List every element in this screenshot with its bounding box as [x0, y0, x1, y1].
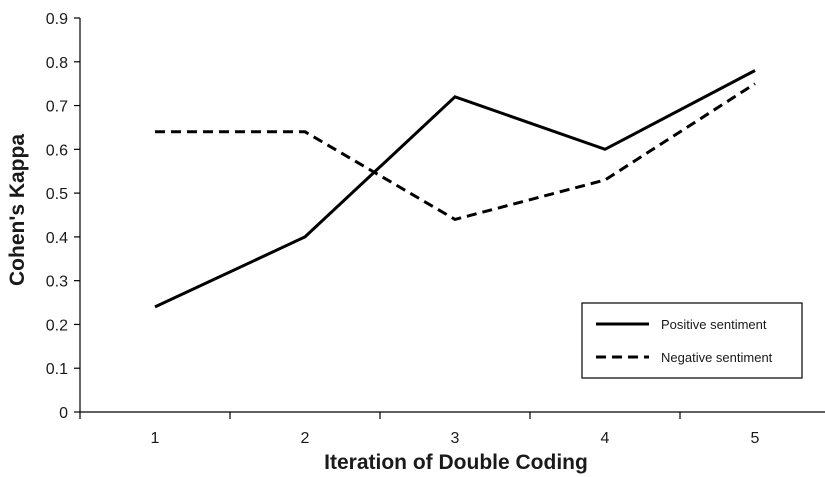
x-tick-label: 2 — [301, 430, 310, 447]
legend-label-positive: Positive sentiment — [661, 317, 767, 332]
y-tick-label: 0.3 — [46, 274, 68, 291]
y-tick-label: 0.8 — [46, 55, 68, 72]
y-tick-label: 0 — [59, 405, 68, 422]
legend-box — [581, 302, 803, 379]
series-line-negative — [155, 82, 756, 222]
legend-label-negative: Negative sentiment — [661, 350, 773, 365]
y-tick-label: 0.6 — [46, 142, 68, 159]
x-tick-label: 1 — [151, 430, 160, 447]
y-tick-label: 0.2 — [46, 317, 68, 334]
x-tick-label: 4 — [601, 430, 610, 447]
y-tick-label: 0.5 — [46, 186, 68, 203]
x-tick-label: 5 — [751, 430, 760, 447]
x-axis-title: Iteration of Double Coding — [324, 451, 588, 474]
legend: Positive sentiment Negative sentiment — [581, 302, 803, 379]
series-layer — [154, 69, 756, 309]
y-tick-label: 0.1 — [46, 361, 68, 378]
series-line-positive — [154, 69, 756, 309]
y-tick-label: 0.9 — [46, 11, 68, 28]
x-axis-ticks: 1 2 3 4 5 — [79, 412, 760, 447]
y-axis-ticks: 0 0.1 0.2 0.3 0.4 0.5 0.6 0.7 0.8 0.9 — [46, 11, 80, 422]
y-tick-label: 0.4 — [46, 230, 68, 247]
y-axis-title: Cohen's Kappa — [6, 134, 29, 286]
y-tick-label: 0.7 — [46, 99, 68, 116]
x-tick-label: 3 — [451, 430, 460, 447]
